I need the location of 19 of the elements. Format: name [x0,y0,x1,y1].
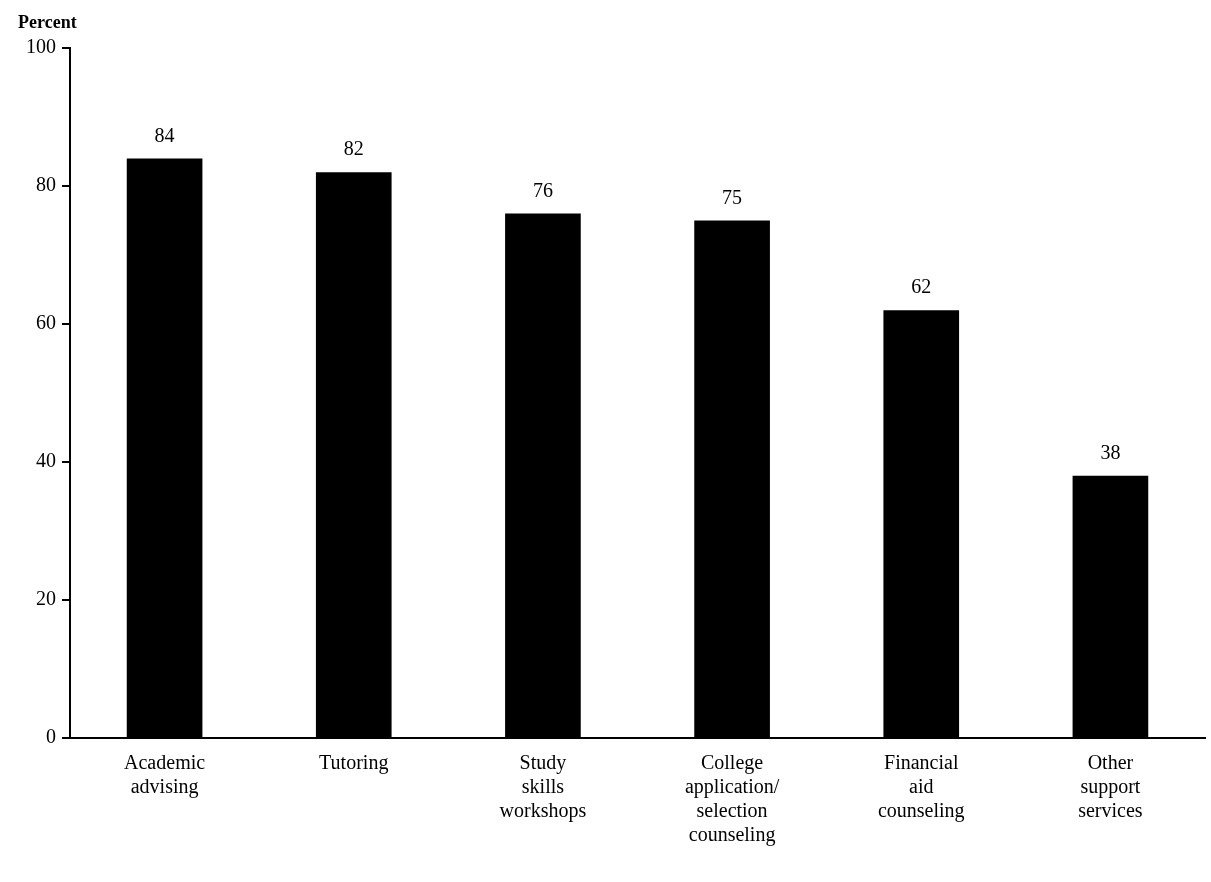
data-label: 75 [722,185,743,208]
data-label: 84 [154,123,175,146]
x-tick-label: Academic advising [124,751,206,799]
x-tick-label: Study skills workshops [499,751,587,823]
y-tick-label: 100 [26,35,56,58]
x-tick-label: Tutoring [319,751,389,775]
x-tick-label: Other support services [1078,751,1143,822]
x-tick-label: Financial aid counseling [877,751,965,823]
data-label: 76 [532,178,553,201]
y-tick-label: 60 [36,311,56,334]
y-tick-label: 40 [36,449,56,472]
data-label: 62 [911,275,932,298]
y-tick-label: 20 [36,587,56,610]
y-tick-label: 80 [36,173,56,196]
data-label: 38 [1100,441,1121,464]
y-axis-title: Percent [18,11,77,32]
data-label: 82 [343,137,364,160]
y-tick-label: 0 [46,725,56,748]
x-tick-label: College application/selection counseling [684,751,780,847]
